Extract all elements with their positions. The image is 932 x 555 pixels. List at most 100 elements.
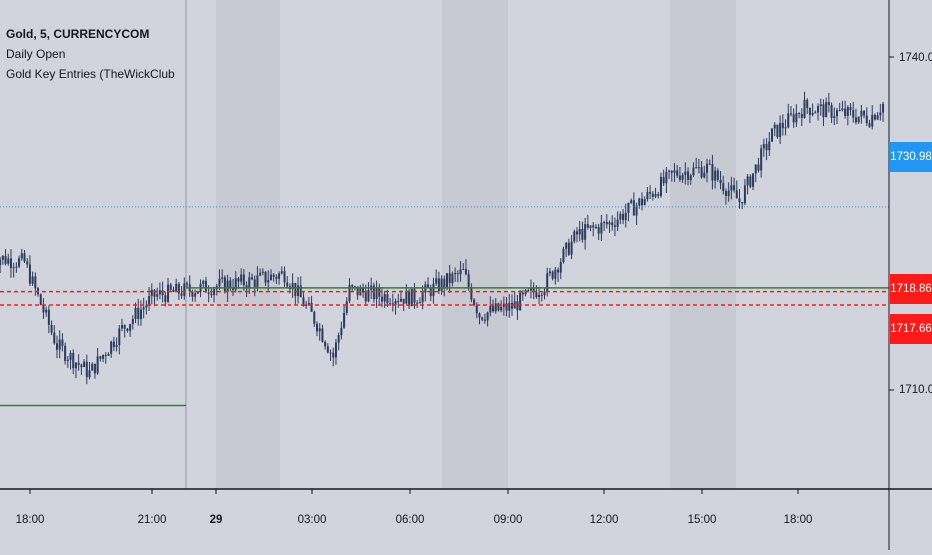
candle-body <box>207 292 210 294</box>
candle-body <box>535 292 538 298</box>
candle-body <box>150 289 153 297</box>
candle-body <box>302 297 305 306</box>
candle-body <box>692 167 695 176</box>
candle-body <box>104 355 107 357</box>
last-price-tag: 1730.98 <box>890 142 932 172</box>
candle-body <box>678 175 681 180</box>
candle-body <box>226 280 229 293</box>
candle-body <box>570 241 573 255</box>
candle-body <box>259 272 262 276</box>
candle-body <box>139 309 142 320</box>
candle-body <box>659 176 662 196</box>
candle-body <box>600 222 603 234</box>
candle-body <box>332 352 335 358</box>
candle-body <box>305 304 308 306</box>
key-level-tag-lower: 1717.66 <box>890 314 932 344</box>
key-level-tag-upper: 1718.86 <box>890 274 932 304</box>
candle-body <box>576 231 578 235</box>
candle-body <box>857 116 860 123</box>
legend-symbol[interactable]: Gold, 5, CURRENCYCOM <box>6 27 150 41</box>
candle-body <box>844 108 847 116</box>
candle-body <box>462 269 465 271</box>
candle-body <box>548 271 551 274</box>
candle-body <box>408 290 411 307</box>
candle-body <box>307 302 310 305</box>
candle-body <box>651 193 654 197</box>
candle-body <box>375 287 378 300</box>
candle-body <box>665 171 668 184</box>
candle-body <box>15 266 18 268</box>
candle-body <box>397 301 400 303</box>
candle-body <box>792 114 795 123</box>
candle-body <box>340 327 343 336</box>
candle-body <box>96 356 99 374</box>
candle-body <box>64 345 67 361</box>
candle-body <box>876 115 879 120</box>
candle-body <box>148 296 151 306</box>
candle-body <box>489 305 492 313</box>
candle-body <box>459 269 462 275</box>
candle-body <box>529 287 532 291</box>
candle-body <box>868 123 871 127</box>
candle-body <box>467 274 470 287</box>
candle-body <box>771 128 773 142</box>
candle-body <box>502 303 505 307</box>
candle-body <box>511 302 513 309</box>
candle-body <box>551 271 554 279</box>
candle-body <box>180 293 183 296</box>
candle-body <box>719 179 722 184</box>
candle-body <box>627 202 630 213</box>
candle-body <box>592 225 595 228</box>
candle-body <box>787 113 790 128</box>
candle-body <box>177 283 180 294</box>
candle-body <box>768 141 771 151</box>
candle-body <box>356 286 359 296</box>
candle-body <box>811 112 814 115</box>
candle-body <box>102 355 105 359</box>
legend-daily-open[interactable]: Daily Open <box>6 47 66 61</box>
candle-body <box>565 242 568 249</box>
candle-body <box>589 225 592 228</box>
time-tick: 12:00 <box>589 514 619 526</box>
candle-body <box>345 301 348 314</box>
candle-body <box>413 288 416 303</box>
candle-body <box>483 319 486 321</box>
candle-body <box>714 170 717 181</box>
legend-gold-key-entries[interactable]: Gold Key Entries (TheWickClub <box>6 67 175 81</box>
session-shade <box>216 0 280 489</box>
candle-body <box>743 185 746 204</box>
candle-body <box>191 291 194 297</box>
candle-body <box>418 302 421 304</box>
candle-body <box>223 277 226 293</box>
candle-body <box>93 363 96 374</box>
candle-body <box>253 279 256 287</box>
candle-body <box>454 273 457 275</box>
candle-body <box>546 273 549 292</box>
candle-body <box>126 328 129 331</box>
candle-body <box>74 362 77 369</box>
candle-body <box>313 311 316 324</box>
candle-body <box>164 295 167 302</box>
candle-body <box>383 294 386 302</box>
candle-body <box>45 309 48 313</box>
candle-body <box>619 213 622 220</box>
candle-body <box>194 293 197 297</box>
candle-body <box>738 198 741 203</box>
candle-body <box>603 221 606 223</box>
candle-body <box>112 341 115 347</box>
candle-body <box>53 332 56 344</box>
candle-body <box>673 170 676 173</box>
candle-body <box>871 114 874 127</box>
candle-body <box>264 271 267 283</box>
candle-body <box>278 273 281 279</box>
candle-body <box>822 104 825 118</box>
candle-body <box>169 284 172 290</box>
candle-body <box>825 102 828 118</box>
candle-body <box>437 278 440 292</box>
candle-body <box>158 290 161 295</box>
candle-body <box>798 113 801 115</box>
chart-legend: Gold, 5, CURRENCYCOM Daily Open Gold Key… <box>6 24 175 84</box>
candle-body <box>497 303 500 311</box>
